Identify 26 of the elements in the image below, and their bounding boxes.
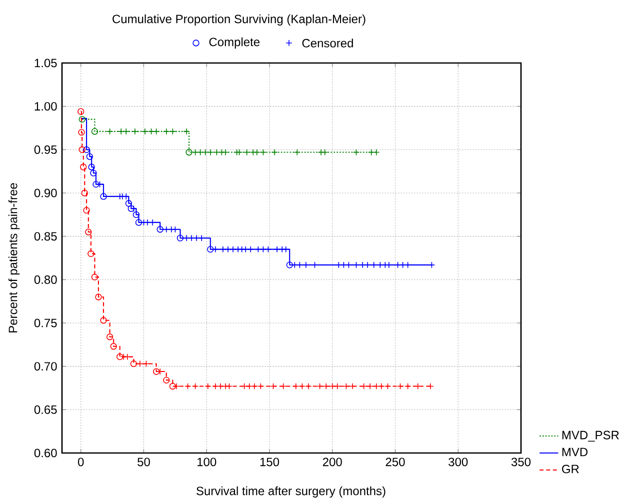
y-tick-label: 0.75 — [34, 318, 57, 328]
y-tick-label: 0.70 — [34, 362, 57, 371]
x-tick-label: 250 — [386, 458, 405, 466]
y-tick-label: 0.95 — [34, 145, 57, 154]
x-tick-label: 100 — [198, 458, 216, 466]
chart-title: Cumulative Proportion Surviving (Kaplan-Meier) — [112, 14, 366, 26]
y-tick-label: 0.90 — [34, 188, 57, 198]
x-tick-label: 150 — [260, 458, 280, 466]
legend-label: GR — [562, 464, 579, 474]
legend-label: MVD_PSR — [562, 430, 619, 442]
y-tick-label: 0.85 — [34, 232, 57, 241]
y-tick-label: 0.60 — [34, 448, 57, 458]
y-tick-label: 0.80 — [34, 275, 57, 284]
legend-label: MVD — [562, 448, 588, 456]
y-tick-label: 1.00 — [34, 102, 57, 111]
x-tick-label: 200 — [322, 458, 342, 466]
x-tick-label: 0 — [78, 458, 84, 466]
x-tick-label: 300 — [448, 458, 468, 466]
text: Complete — [209, 37, 260, 49]
y-tick-label: 0.65 — [34, 405, 57, 414]
x-tick-label: 50 — [138, 458, 150, 466]
x-axis-title: Survival time after surgery (months) — [196, 486, 386, 498]
text: Censored — [302, 38, 353, 48]
x-tick-label: 350 — [511, 458, 531, 466]
y-tick-label: 1.05 — [34, 58, 57, 68]
y-axis-title: Percent of patients pain-free — [8, 183, 20, 332]
